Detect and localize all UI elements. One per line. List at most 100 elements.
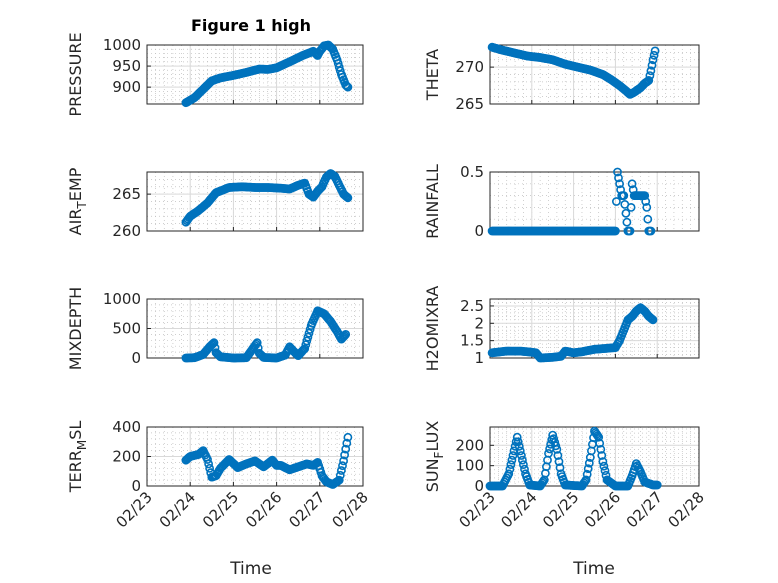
data-point — [303, 332, 313, 342]
data-point — [597, 451, 607, 460]
data-point — [512, 432, 522, 442]
data-point — [648, 315, 658, 325]
data-point — [334, 475, 344, 485]
data-point — [619, 191, 629, 200]
panel-rainfall: 0 0.5 RAINFALL — [423, 163, 700, 240]
y-tick-label: 260 — [112, 222, 141, 240]
data-point — [544, 448, 553, 458]
data-point — [647, 60, 657, 70]
data-point — [622, 217, 632, 227]
panel-h2omixra: 11.522.5 H2OMIXRA — [423, 286, 700, 372]
data-point — [640, 191, 650, 200]
y-tick-label: 0 — [474, 222, 484, 240]
axes-frame — [489, 298, 700, 359]
data-point — [336, 466, 346, 475]
x-axis-label-left: Time — [229, 559, 272, 579]
data-point — [643, 214, 653, 224]
y-tick-label: 500 — [112, 320, 141, 338]
y-axis-label: SUNFLUX — [423, 421, 446, 493]
y-tick-label: 1000 — [103, 36, 141, 54]
data-point — [611, 226, 620, 236]
y-tick-label: 2.5 — [460, 297, 484, 315]
y-tick-label: 200 — [112, 448, 141, 466]
y-axis-label: AIRTEMP — [66, 167, 89, 235]
data-point — [341, 80, 351, 90]
panel-sunflux: 010020002/2302/2402/2502/2602/2702/28SUN… — [423, 421, 708, 532]
data-point — [342, 81, 352, 91]
data-point — [343, 82, 353, 92]
data-point — [641, 197, 651, 206]
data-point — [340, 331, 349, 340]
x-tick-label: 02/25 — [199, 488, 242, 531]
data-point — [343, 193, 353, 203]
data-point — [507, 455, 517, 465]
data-point — [519, 460, 528, 469]
axes-frame — [146, 171, 364, 232]
y-axis-label: PRESSURE — [66, 32, 85, 116]
data-point — [341, 444, 351, 454]
data-point — [554, 457, 564, 466]
x-tick-label: 02/25 — [539, 488, 582, 531]
y-axis-label: H2OMIXRA — [423, 286, 442, 372]
data-point — [625, 226, 635, 236]
y-tick-label: 0.5 — [460, 163, 484, 181]
data-point — [646, 66, 656, 76]
data-point — [614, 173, 623, 183]
y-tick-label: 270 — [455, 58, 484, 76]
x-tick-label: 02/24 — [497, 488, 540, 531]
data-point — [595, 438, 605, 448]
data-point — [209, 338, 219, 348]
data-point — [509, 446, 519, 456]
y-tick-label: 1.5 — [460, 332, 484, 350]
data-point — [302, 336, 312, 346]
data-point — [596, 444, 606, 454]
data-point — [582, 469, 592, 479]
axes-frame — [489, 44, 700, 105]
data-point — [621, 208, 631, 218]
data-point — [552, 444, 562, 454]
data-point — [518, 455, 527, 465]
y-tick-label: 950 — [112, 57, 141, 75]
y-axis-label: RAINFALL — [423, 164, 442, 239]
data-point — [612, 197, 621, 206]
y-tick-label: 900 — [112, 78, 141, 96]
data-point — [506, 460, 516, 469]
data-point — [204, 459, 213, 469]
x-tick-label: 02/24 — [156, 488, 199, 531]
data-point — [553, 451, 563, 460]
x-tick-label: 02/28 — [329, 488, 372, 531]
y-tick-label: 265 — [455, 95, 484, 113]
data-point — [594, 432, 604, 442]
y-tick-label: 265 — [112, 185, 141, 203]
x-axis-label-right: Time — [572, 559, 615, 579]
data-point — [600, 466, 610, 476]
data-point — [340, 450, 349, 460]
data-point — [343, 432, 353, 442]
data-point — [205, 463, 214, 473]
data-point — [650, 46, 660, 56]
data-point — [584, 458, 594, 468]
data-point — [299, 345, 308, 355]
figure-title: Figure 1 high — [191, 16, 311, 35]
data-point — [646, 226, 656, 236]
y-tick-label: 0 — [131, 477, 141, 495]
panel-mixdepth: 0 500 1000 MIXDEPTH — [66, 287, 364, 370]
data-point — [301, 340, 311, 350]
data-point — [648, 55, 658, 65]
data-point — [613, 167, 622, 177]
axes-box — [489, 171, 700, 232]
x-tick-label: 02/26 — [581, 488, 624, 531]
data-point — [517, 451, 526, 460]
data-point — [626, 202, 636, 212]
data-point — [514, 441, 524, 451]
x-tick-label: 02/27 — [623, 488, 666, 531]
y-tick-label: 2 — [474, 314, 484, 332]
data-point — [652, 480, 662, 490]
data-point — [599, 461, 609, 471]
y-tick-label: 0 — [474, 477, 484, 495]
y-tick-label: 0 — [131, 349, 141, 367]
data-point — [341, 329, 351, 339]
y-axis-label: MIXDEPTH — [66, 287, 85, 370]
data-point — [304, 328, 314, 338]
